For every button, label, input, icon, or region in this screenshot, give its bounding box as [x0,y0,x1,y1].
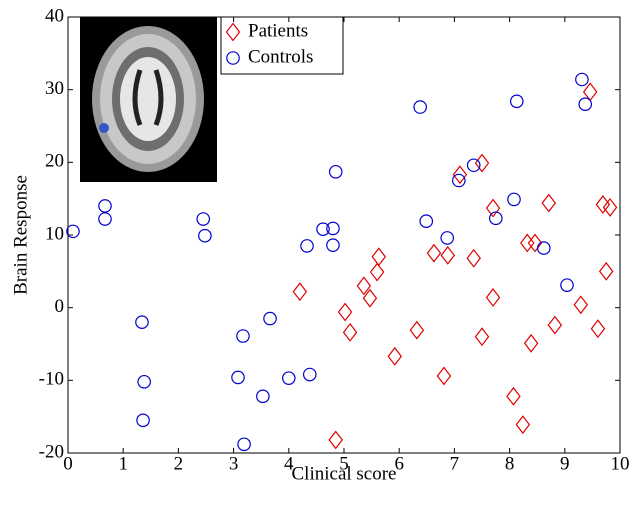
y-tick-label: 30 [45,78,64,99]
circle-marker [196,212,211,226]
circle-marker [488,211,503,226]
y-tick-label: -10 [39,369,64,390]
circle-marker [466,158,481,173]
diamond-marker [452,165,468,185]
diamond-marker [474,327,490,347]
diamond-marker [440,245,456,265]
y-tick-label: 0 [55,296,65,317]
circle-marker [326,221,340,236]
diamond-marker [573,295,589,315]
y-axis-label: Brain Response [10,175,31,295]
x-tick-label: 8 [505,453,515,474]
x-tick-label: 4 [284,453,294,474]
diamond-marker [485,288,501,307]
x-tick-label: 5 [339,453,349,474]
diamond-marker [466,248,481,268]
diamond-marker [523,333,539,353]
x-axis-label: Clinical score [292,463,397,484]
circle-marker [136,413,150,428]
x-tick-label: 2 [174,453,184,474]
circle-marker [575,72,589,87]
diamond-marker [506,386,521,406]
circle-marker [578,97,593,111]
diamond-marker [426,243,442,263]
diamond-marker [387,346,403,366]
diamond-marker [602,197,618,217]
x-tick-label: 0 [63,453,73,474]
diamond-marker [520,233,535,253]
legend-marker [226,51,240,65]
legend-marker [225,22,241,42]
diamond-marker [485,198,501,218]
circle-marker [98,212,112,226]
circle-marker [236,329,250,343]
circle-marker [237,437,251,452]
circle-marker [281,371,296,385]
x-tick-label: 1 [118,453,128,474]
legend-label: Controls [248,46,313,67]
circle-marker [135,315,149,329]
diamond-marker [527,233,543,253]
circle-marker [537,241,551,255]
circle-marker [413,100,427,114]
circle-marker [66,224,80,239]
y-tick-label: 10 [45,223,64,244]
circle-marker [98,199,112,213]
circle-marker [256,389,270,404]
circle-marker [326,238,340,252]
brain-inset [80,17,217,182]
x-tick-label: 6 [394,453,404,474]
diamond-marker [362,288,378,308]
diamond-marker [292,282,308,302]
circle-marker [509,94,524,109]
diamond-marker [328,430,343,450]
diamond-marker [590,319,606,339]
diamond-marker [342,322,358,342]
circle-marker [231,370,245,385]
diamond-marker [371,247,387,267]
legend-label: Patients [248,20,308,41]
circle-marker [452,173,466,188]
circle-marker [137,374,151,389]
circle-marker [328,164,343,179]
diamond-marker [547,315,563,335]
circle-marker [263,311,277,326]
x-tick-label: 9 [560,453,570,474]
diamond-marker [598,261,614,281]
circle-marker [560,278,574,292]
diamond-marker [369,262,385,282]
diamond-marker [436,366,452,386]
diamond-marker [541,193,557,213]
circle-marker [198,228,212,243]
x-tick-label: 7 [450,453,460,474]
y-tick-label: 20 [45,151,64,172]
diamond-marker [337,302,353,322]
circle-marker [419,214,434,228]
circle-marker [302,367,317,382]
y-tick-label: -20 [39,441,64,462]
x-tick-label: 3 [229,453,239,474]
diamond-marker [356,276,372,296]
y-tick-label: 40 [45,5,64,26]
circle-marker [440,231,455,245]
diamond-marker [409,320,425,340]
circle-marker [316,222,330,236]
legend: Patients Controls [220,16,344,75]
x-tick-label: 10 [611,453,630,474]
circle-marker [300,239,314,253]
circle-marker [507,192,521,207]
diamond-marker [515,415,531,435]
